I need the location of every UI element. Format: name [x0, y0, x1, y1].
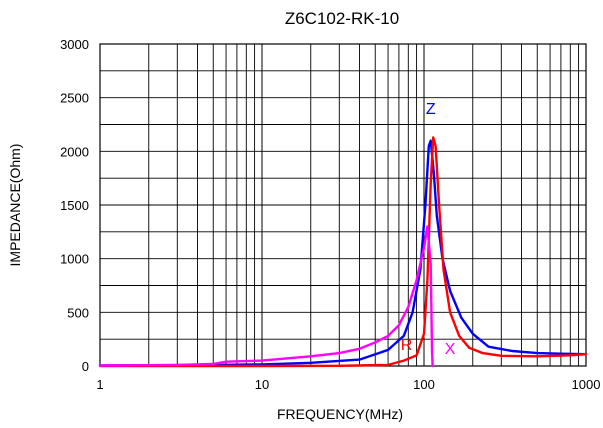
x-axis-label: FREQUENCY(MHz): [277, 406, 403, 422]
y-tick-label: 1500: [60, 198, 89, 213]
series-layer: [98, 136, 588, 368]
x-tick-label: 100: [413, 377, 435, 392]
chart-title: Z6C102-RK-10: [285, 9, 399, 28]
y-tick-label: 1000: [60, 252, 89, 267]
series-line-r: [98, 136, 588, 368]
series-label-z: Z: [426, 101, 436, 118]
y-tick-label: 500: [67, 305, 89, 320]
y-tick-label: 2000: [60, 144, 89, 159]
series-labels: Z R X: [401, 101, 456, 358]
x-tick-label: 1: [96, 377, 103, 392]
series-line-z: [98, 139, 588, 367]
y-axis-ticks: 0 500 1000 1500 2000 2500 3000: [60, 37, 89, 374]
y-tick-label: 0: [82, 359, 89, 374]
grid: [100, 44, 586, 366]
y-tick-label: 2500: [60, 91, 89, 106]
series-line-x: [98, 225, 434, 368]
x-tick-label: 10: [255, 377, 269, 392]
y-tick-label: 3000: [60, 37, 89, 52]
y-axis-label: IMPEDANCE(Ohm): [7, 144, 23, 267]
series-label-x: X: [445, 341, 456, 358]
x-axis-ticks: 1 10 100 1000: [96, 377, 600, 392]
x-tick-label: 1000: [572, 377, 601, 392]
series-label-r: R: [401, 337, 413, 354]
